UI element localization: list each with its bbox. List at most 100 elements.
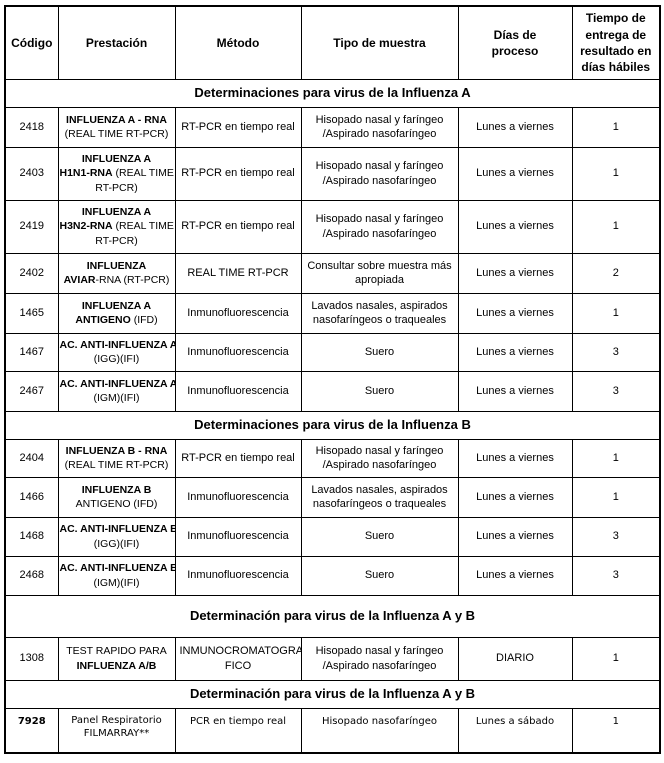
cell-tipo-de-muestra: Lavados nasales, aspirados nasofaríngeos… (300, 476, 459, 518)
cell-tiempo-de-entrega: 3 (571, 370, 661, 412)
section-title: Determinación para virus de la Influenza… (4, 594, 661, 638)
column-header-codigo: Código (4, 5, 59, 80)
cell-tiempo-de-entrega: 3 (571, 332, 661, 372)
cell-codigo: 2418 (4, 106, 59, 148)
cell-codigo: 1467 (4, 332, 59, 372)
cell-dias-de-proceso: Lunes a viernes (457, 476, 573, 518)
cell-tipo-de-muestra: Hisopado nasal y faríngeo /Aspirado naso… (300, 438, 459, 478)
cell-codigo: 2402 (4, 252, 59, 294)
test-row: 2404 INFLUENZA B - RNA (REAL TIME RT-PCR) R… (4, 438, 661, 478)
cell-tipo-de-muestra: Hisopado nasofaríngeo (300, 707, 459, 754)
cell-tiempo-de-entrega: 1 (571, 636, 661, 681)
influenza-lab-table: Código Prestación Método Tipo de muestra… (4, 5, 661, 754)
cell-prestacion: INFLUENZA A - RNA (REAL TIME RT-PCR) (57, 106, 176, 148)
test-row: 2418 INFLUENZA A - RNA (REAL TIME RT-PCR) R… (4, 106, 661, 148)
cell-dias-de-proceso: Lunes a viernes (457, 199, 573, 254)
cell-metodo: RT-PCR en tiempo real (174, 146, 302, 201)
cell-prestacion: AC. ANTI-INFLUENZA B (IGG)(IFI) (57, 516, 176, 557)
cell-codigo: 2403 (4, 146, 59, 201)
cell-prestacion: INFLUENZA A H1N1-RNA (REAL TIME RT-PCR) (57, 146, 176, 201)
cell-dias-de-proceso: Lunes a sábado (457, 707, 573, 754)
cell-metodo: REAL TIME RT-PCR (174, 252, 302, 294)
cell-metodo: RT-PCR en tiempo real (174, 106, 302, 148)
cell-prestacion: INFLUENZA A ANTIGENO (IFD) (57, 292, 176, 334)
cell-tiempo-de-entrega: 1 (571, 106, 661, 148)
section-title: Determinación para virus de la Influenza… (4, 679, 661, 709)
cell-dias-de-proceso: DIARIO (457, 636, 573, 681)
test-row: 2467 AC. ANTI-INFLUENZA A (IGM)(IFI) Inmuno… (4, 370, 661, 412)
cell-dias-de-proceso: Lunes a viernes (457, 516, 573, 557)
cell-codigo: 7928 (4, 707, 59, 754)
cell-tiempo-de-entrega: 1 (571, 438, 661, 478)
cell-prestacion: INFLUENZA B ANTIGENO (IFD) (57, 476, 176, 518)
test-row: 1467 AC. ANTI-INFLUENZA A (IGG)(IFI) Inmuno… (4, 332, 661, 372)
cell-tiempo-de-entrega: 1 (571, 707, 661, 754)
test-row: 2468 AC. ANTI-INFLUENZA B (IGM)(IFI) Inmuno… (4, 555, 661, 596)
cell-metodo: Inmunofluorescencia (174, 516, 302, 557)
cell-dias-de-proceso: Lunes a viernes (457, 332, 573, 372)
cell-tipo-de-muestra: Hisopado nasal y faríngeo /Aspirado naso… (300, 199, 459, 254)
cell-dias-de-proceso: Lunes a viernes (457, 370, 573, 412)
header-row: Código Prestación Método Tipo de muestra… (4, 5, 661, 80)
cell-prestacion: AC. ANTI-INFLUENZA A (IGM)(IFI) (57, 370, 176, 412)
column-header-prestacion: Prestación (57, 5, 176, 80)
section-row: Determinaciones para virus de la Influen… (4, 410, 661, 440)
section-row: Determinaciones para virus de la Influen… (4, 78, 661, 108)
cell-metodo: RT-PCR en tiempo real (174, 438, 302, 478)
cell-codigo: 2468 (4, 555, 59, 596)
cell-metodo: PCR en tiempo real (174, 707, 302, 754)
cell-tiempo-de-entrega: 3 (571, 555, 661, 596)
section-title: Determinaciones para virus de la Influen… (4, 78, 661, 108)
cell-tipo-de-muestra: Suero (300, 555, 459, 596)
test-row: 2403 INFLUENZA A H1N1-RNA (REAL TIME RT-PCR… (4, 146, 661, 201)
cell-metodo: Inmunofluorescencia (174, 370, 302, 412)
cell-tipo-de-muestra: Hisopado nasal y faríngeo /Aspirado naso… (300, 146, 459, 201)
cell-prestacion: INFLUENZA A H3N2-RNA (REAL TIME RT-PCR) (57, 199, 176, 254)
test-row: 7928 Panel Respiratorio FILMARRAY** PCR en … (4, 707, 661, 754)
cell-codigo: 1468 (4, 516, 59, 557)
cell-codigo: 2467 (4, 370, 59, 412)
cell-metodo: INMUNOCROMATOGRA FICO (174, 636, 302, 681)
test-row: 2402 INFLUENZA AVIAR-RNA (RT-PCR) REAL TIME… (4, 252, 661, 294)
cell-dias-de-proceso: Lunes a viernes (457, 106, 573, 148)
cell-prestacion: AC. ANTI-INFLUENZA A (IGG)(IFI) (57, 332, 176, 372)
cell-codigo: 2419 (4, 199, 59, 254)
cell-tipo-de-muestra: Suero (300, 516, 459, 557)
cell-tiempo-de-entrega: 1 (571, 476, 661, 518)
cell-tiempo-de-entrega: 1 (571, 292, 661, 334)
cell-tipo-de-muestra: Suero (300, 370, 459, 412)
column-header-tiempo-de-entrega: Tiempo de entrega de resultado en días h… (571, 5, 661, 80)
cell-prestacion: INFLUENZA AVIAR-RNA (RT-PCR) (57, 252, 176, 294)
table-body: Determinaciones para virus de la Influen… (4, 78, 661, 754)
cell-tipo-de-muestra: Suero (300, 332, 459, 372)
cell-codigo: 1466 (4, 476, 59, 518)
cell-tiempo-de-entrega: 3 (571, 516, 661, 557)
cell-tipo-de-muestra: Lavados nasales, aspirados nasofaríngeos… (300, 292, 459, 334)
column-header-metodo: Método (174, 5, 302, 80)
test-row: 2419 INFLUENZA A H3N2-RNA (REAL TIME RT-PCR… (4, 199, 661, 254)
cell-tiempo-de-entrega: 1 (571, 146, 661, 201)
cell-dias-de-proceso: Lunes a viernes (457, 146, 573, 201)
section-row: Determinación para virus de la Influenza… (4, 594, 661, 638)
cell-tiempo-de-entrega: 2 (571, 252, 661, 294)
test-row: 1468 AC. ANTI-INFLUENZA B (IGG)(IFI) Inmuno… (4, 516, 661, 557)
column-header-tipo-de-muestra: Tipo de muestra (300, 5, 459, 80)
cell-dias-de-proceso: Lunes a viernes (457, 292, 573, 334)
cell-codigo: 1308 (4, 636, 59, 681)
cell-metodo: Inmunofluorescencia (174, 292, 302, 334)
cell-codigo: 2404 (4, 438, 59, 478)
cell-prestacion: Panel Respiratorio FILMARRAY** (57, 707, 176, 754)
cell-tipo-de-muestra: Hisopado nasal y faríngeo /Aspirado naso… (300, 106, 459, 148)
cell-metodo: Inmunofluorescencia (174, 332, 302, 372)
cell-prestacion: AC. ANTI-INFLUENZA B (IGM)(IFI) (57, 555, 176, 596)
cell-dias-de-proceso: Lunes a viernes (457, 252, 573, 294)
cell-codigo: 1465 (4, 292, 59, 334)
cell-tipo-de-muestra: Hisopado nasal y faríngeo /Aspirado naso… (300, 636, 459, 681)
cell-dias-de-proceso: Lunes a viernes (457, 555, 573, 596)
cell-metodo: RT-PCR en tiempo real (174, 199, 302, 254)
test-row: 1465 INFLUENZA A ANTIGENO (IFD) Inmunofluor… (4, 292, 661, 334)
cell-metodo: Inmunofluorescencia (174, 476, 302, 518)
cell-prestacion: TEST RAPIDO PARA INFLUENZA A/B (57, 636, 176, 681)
section-row: Determinación para virus de la Influenza… (4, 679, 661, 709)
